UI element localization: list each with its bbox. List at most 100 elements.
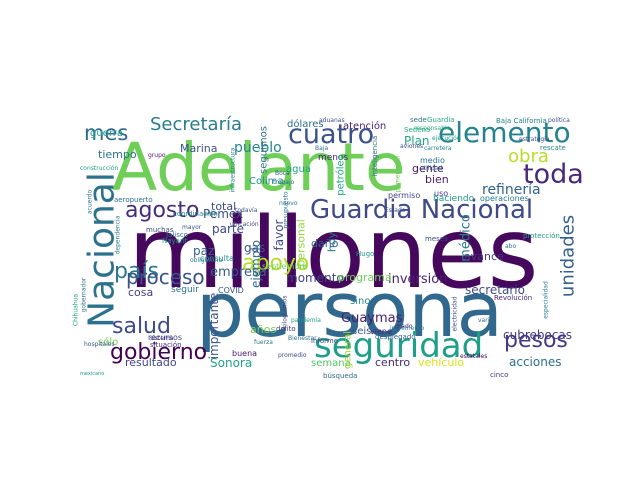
word-refinería: refinería [482,182,541,198]
word-mayor: mayor [182,224,202,231]
word-trabajo: trabajo [273,179,295,186]
word-política: política [548,117,570,124]
word-mexicano: mexicano [80,371,104,377]
word-pandemia: pandemia [291,317,321,324]
word-cloud-background [80,115,576,367]
word-mes: mes [84,121,128,145]
word-paz: paz [193,244,214,258]
word-plan: Plan [404,134,430,148]
word-cosa: cosa [128,286,153,299]
word-jalisco: Jalisco [165,231,188,239]
word-resultado: resultado [125,356,177,369]
word-obra: obra [508,146,549,167]
word-covid: COVID [218,286,244,295]
word-momento: momento [286,271,344,285]
word-seis: seis [352,326,371,337]
word-hospitales: hospitales [84,341,115,348]
word-boca: Boca [275,170,290,177]
word-inversión: inversión [388,272,447,287]
word-cuatro: cuatro [288,119,374,150]
word-marina: Marina [180,142,218,155]
word-sólo: sólo [98,336,118,348]
word-operaciones: operaciones [480,194,529,203]
word-cubrebocas: cubrebocas [503,328,572,342]
word-hugo: Hugo [356,250,374,258]
word-guardia-nacional: Guardia Nacional [310,195,533,225]
word-informe: informe [311,337,338,345]
word-dólares: dólares [287,118,324,130]
word-primer-nivel: primer nivel [395,156,402,193]
word-apoyo: apoyo [242,251,309,276]
word-acuerdo: acuerdo [87,190,94,215]
word-estatales: estatales [460,353,487,360]
word-avance: avance [464,250,504,263]
word-años: años [250,323,276,336]
word-baja-california: Baja California [496,117,547,125]
word-situación: situación [150,341,182,349]
word-protección: protección [523,232,560,240]
word-proceso: proceso [126,265,205,289]
word-coordinación: coordinación [173,210,218,218]
word-consulta: consulta [200,254,234,263]
word-agosto: agosto [125,198,199,223]
word-carretera: carretera [424,145,452,152]
word-tiempo: tiempo [98,148,137,161]
word-obligatorio: obligatorio [190,257,222,264]
word-personal: personal [295,219,308,267]
word-grupo: grupo [148,152,166,159]
word-meses: meses [425,235,448,243]
word-empresa: empresa [210,265,267,280]
word-sino: sino [350,296,370,307]
word-buena: buena [232,349,257,358]
word-adelante: Adelante [112,129,406,206]
word-colima: Colima [249,176,284,187]
word-petróleo: petróleo [335,154,347,195]
word-seguimos: seguimos [259,126,270,174]
word-secretario: secretario [465,283,525,297]
word-incremento: incremento [390,325,424,332]
word-bienestar: Bienestar [288,335,317,342]
word-cinco: cinco [490,371,508,379]
word-guerra: guerra [90,128,123,139]
word-parte: parte [212,222,244,236]
word-rescate: rescate [540,144,566,152]
word-programa: programa [338,271,392,284]
word-elemento: elemento [438,116,571,149]
word-nacional: Nacional [82,172,123,328]
word-permiso: permiso [388,191,420,200]
word-uso: uso [434,189,448,198]
word-acciones: acciones [509,355,561,369]
word-revolución: Revolución [494,294,532,302]
word-gente: gente [412,162,444,175]
word-búsqueda: búsqueda [323,372,357,380]
word-utilidad: utilidad [420,165,443,172]
word-construcción: construcción [80,165,118,172]
word-fuerza: fuerza [254,339,273,346]
word-aduanas: aduanas [319,117,345,124]
word-sistema: sistema [150,335,174,342]
word-favor: favor [272,219,286,250]
word-ejemplo: ejemplo [249,240,263,288]
word-dependencia: dependencia [115,215,122,254]
word-guaymas: Guaymas [341,311,403,326]
word-delito: delito [276,325,296,333]
word-seguir: seguir [171,285,199,295]
word-chihuahua: Chihuahua [73,294,80,327]
word-ubicación: ubicación [230,221,259,228]
word-abo: abo [505,243,516,250]
word-gas: gas [244,241,265,255]
word-haciendo: haciendo [433,194,475,204]
word-especialidad: especialidad [543,281,550,319]
word-varias: varias [478,317,496,324]
word-país: país [114,259,159,284]
word-infraestructura: infraestructura [230,147,237,192]
word-promedio: promedio [278,352,307,359]
word-atención: atención [343,120,386,132]
word-pemex: Pemex [203,207,243,221]
word-desplegado: desplegado [375,333,416,341]
word-ejecución: ejecución [432,135,461,142]
word-guardia: Guardia [427,116,455,124]
word-agua: agua [286,164,311,175]
word-bien: bien [425,173,449,186]
